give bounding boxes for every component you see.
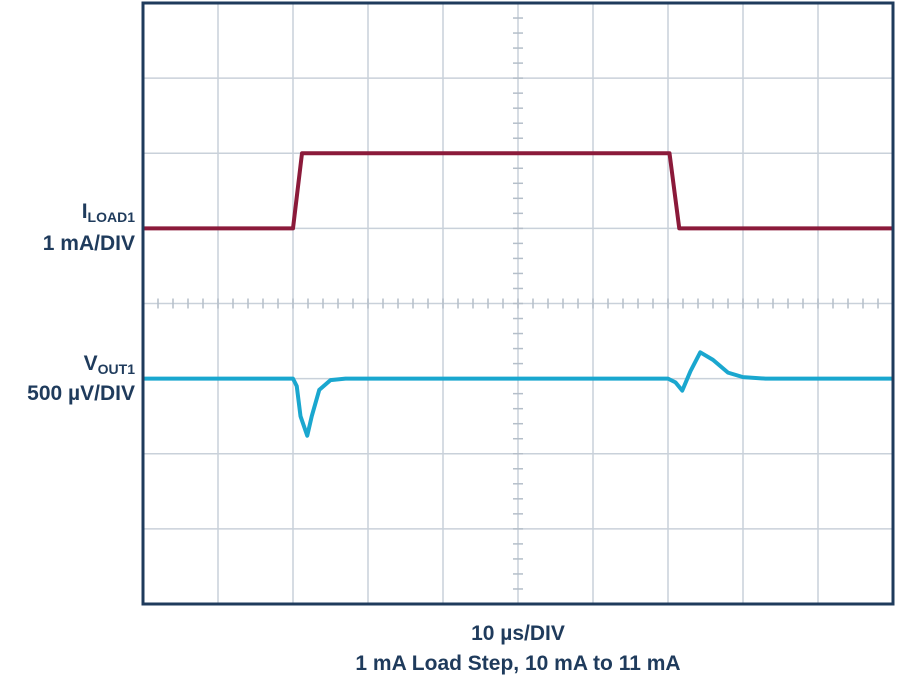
trace-scale: 1 mA/DIV [43,232,135,255]
trace-label: ILOAD1 [82,200,136,225]
trace-subscript: LOAD1 [88,209,136,225]
trace-subscript: OUT1 [98,361,136,377]
trace-line [143,151,893,231]
trace-scale: 500 µV/DIV [27,382,135,405]
center-axes [157,17,879,590]
trace-line [143,350,893,438]
trace-label: VOUT1 [84,352,136,377]
caption: 1 mA Load Step, 10 mA to 11 mA [355,652,680,675]
frame [141,1,895,606]
traces [143,151,893,438]
trace-name: V [84,352,98,375]
trace-name: I [82,200,88,223]
x-axis-label: 10 µs/DIV [471,622,565,645]
